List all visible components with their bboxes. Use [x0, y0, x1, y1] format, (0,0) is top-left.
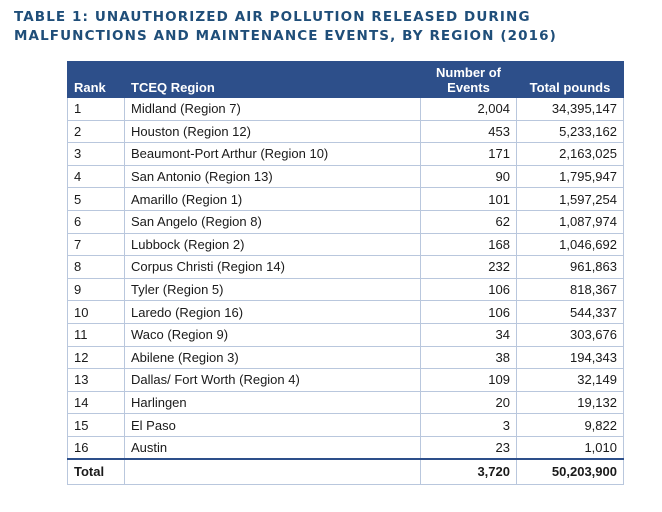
cell-pounds: 961,863 [516, 255, 624, 279]
table-row: 10 Laredo (Region 16) 106 544,337 [67, 300, 624, 324]
cell-pounds: 5,233,162 [516, 119, 624, 144]
region-table: Rank TCEQ Region Number of Events Total … [67, 61, 624, 485]
table-row: 16 Austin 23 1,010 [67, 435, 624, 460]
cell-events: 109 [420, 368, 517, 392]
cell-rank: 1 [67, 97, 125, 121]
cell-pounds: 303,676 [516, 322, 624, 347]
cell-region: Dallas/ Fort Worth (Region 4) [124, 368, 421, 392]
header-events: Number of Events [420, 61, 517, 98]
cell-region: San Antonio (Region 13) [124, 164, 421, 189]
cell-rank: 16 [67, 435, 125, 460]
table-row: 5 Amarillo (Region 1) 101 1,597,254 [67, 187, 624, 211]
cell-events: 20 [420, 390, 517, 415]
cell-pounds: 19,132 [516, 390, 624, 415]
cell-region: Midland (Region 7) [124, 97, 421, 121]
table-row: 2 Houston (Region 12) 453 5,233,162 [67, 119, 624, 144]
cell-events: 90 [420, 164, 517, 189]
cell-region: Harlingen [124, 390, 421, 415]
cell-region: El Paso [124, 413, 421, 437]
total-events: 3,720 [420, 458, 517, 485]
cell-events: 168 [420, 232, 517, 257]
cell-pounds: 34,395,147 [516, 97, 624, 121]
cell-events: 38 [420, 345, 517, 370]
total-label: Total [67, 458, 125, 485]
cell-rank: 12 [67, 345, 125, 370]
table-row: 4 San Antonio (Region 13) 90 1,795,947 [67, 164, 624, 189]
cell-events: 453 [420, 119, 517, 144]
header-rank: Rank [67, 61, 125, 98]
total-region-empty [124, 458, 421, 485]
cell-region: Houston (Region 12) [124, 119, 421, 144]
table-row: 11 Waco (Region 9) 34 303,676 [67, 322, 624, 347]
cell-region: Austin [124, 435, 421, 460]
table-row: 1 Midland (Region 7) 2,004 34,395,147 [67, 97, 624, 121]
cell-rank: 4 [67, 164, 125, 189]
cell-rank: 7 [67, 232, 125, 257]
cell-pounds: 1,795,947 [516, 164, 624, 189]
cell-rank: 6 [67, 209, 125, 234]
cell-region: Amarillo (Region 1) [124, 187, 421, 211]
cell-rank: 14 [67, 390, 125, 415]
cell-pounds: 1,010 [516, 435, 624, 460]
cell-rank: 3 [67, 142, 125, 166]
table-row: 7 Lubbock (Region 2) 168 1,046,692 [67, 232, 624, 257]
cell-rank: 8 [67, 255, 125, 279]
cell-pounds: 818,367 [516, 277, 624, 302]
cell-region: Tyler (Region 5) [124, 277, 421, 302]
cell-events: 2,004 [420, 97, 517, 121]
header-pounds: Total pounds [516, 61, 624, 98]
cell-pounds: 1,087,974 [516, 209, 624, 234]
cell-pounds: 1,597,254 [516, 187, 624, 211]
cell-events: 62 [420, 209, 517, 234]
cell-rank: 13 [67, 368, 125, 392]
cell-pounds: 2,163,025 [516, 142, 624, 166]
table-row: 3 Beaumont-Port Arthur (Region 10) 171 2,16… [67, 142, 624, 166]
region-table-container: Rank TCEQ Region Number of Events Total … [67, 61, 624, 485]
cell-region: Beaumont-Port Arthur (Region 10) [124, 142, 421, 166]
cell-rank: 5 [67, 187, 125, 211]
cell-region: Corpus Christi (Region 14) [124, 255, 421, 279]
cell-region: San Angelo (Region 8) [124, 209, 421, 234]
cell-events: 23 [420, 435, 517, 460]
cell-rank: 11 [67, 322, 125, 347]
cell-rank: 15 [67, 413, 125, 437]
total-row: Total 3,720 50,203,900 [67, 458, 624, 485]
cell-rank: 9 [67, 277, 125, 302]
table-title: TABLE 1: UNAUTHORIZED AIR POLLUTION RELE… [14, 8, 644, 46]
cell-pounds: 544,337 [516, 300, 624, 324]
cell-events: 34 [420, 322, 517, 347]
cell-events: 106 [420, 300, 517, 324]
cell-rank: 10 [67, 300, 125, 324]
total-pounds: 50,203,900 [516, 458, 624, 485]
cell-events: 232 [420, 255, 517, 279]
cell-pounds: 9,822 [516, 413, 624, 437]
table-body: 1 Midland (Region 7) 2,004 34,395,147 2 Houst… [67, 97, 624, 460]
cell-region: Abilene (Region 3) [124, 345, 421, 370]
cell-region: Laredo (Region 16) [124, 300, 421, 324]
cell-rank: 2 [67, 119, 125, 144]
cell-events: 171 [420, 142, 517, 166]
cell-events: 106 [420, 277, 517, 302]
cell-region: Waco (Region 9) [124, 322, 421, 347]
table-row: 13 Dallas/ Fort Worth (Region 4) 109 32,149 [67, 368, 624, 392]
cell-region: Lubbock (Region 2) [124, 232, 421, 257]
cell-pounds: 32,149 [516, 368, 624, 392]
table-row: 6 San Angelo (Region 8) 62 1,087,974 [67, 209, 624, 234]
table-row: 12 Abilene (Region 3) 38 194,343 [67, 345, 624, 370]
cell-pounds: 194,343 [516, 345, 624, 370]
cell-pounds: 1,046,692 [516, 232, 624, 257]
table-row: 15 El Paso 3 9,822 [67, 413, 624, 437]
table-row: 9 Tyler (Region 5) 106 818,367 [67, 277, 624, 302]
cell-events: 101 [420, 187, 517, 211]
table-title-line-2: MALFUNCTIONS AND MAINTENANCE EVENTS, BY … [14, 28, 557, 44]
table-header-row: Rank TCEQ Region Number of Events Total … [67, 61, 624, 98]
cell-events: 3 [420, 413, 517, 437]
header-region: TCEQ Region [124, 61, 421, 98]
table-title-line-1: TABLE 1: UNAUTHORIZED AIR POLLUTION RELE… [14, 9, 531, 25]
table-row: 14 Harlingen 20 19,132 [67, 390, 624, 415]
table-row: 8 Corpus Christi (Region 14) 232 961,863 [67, 255, 624, 279]
